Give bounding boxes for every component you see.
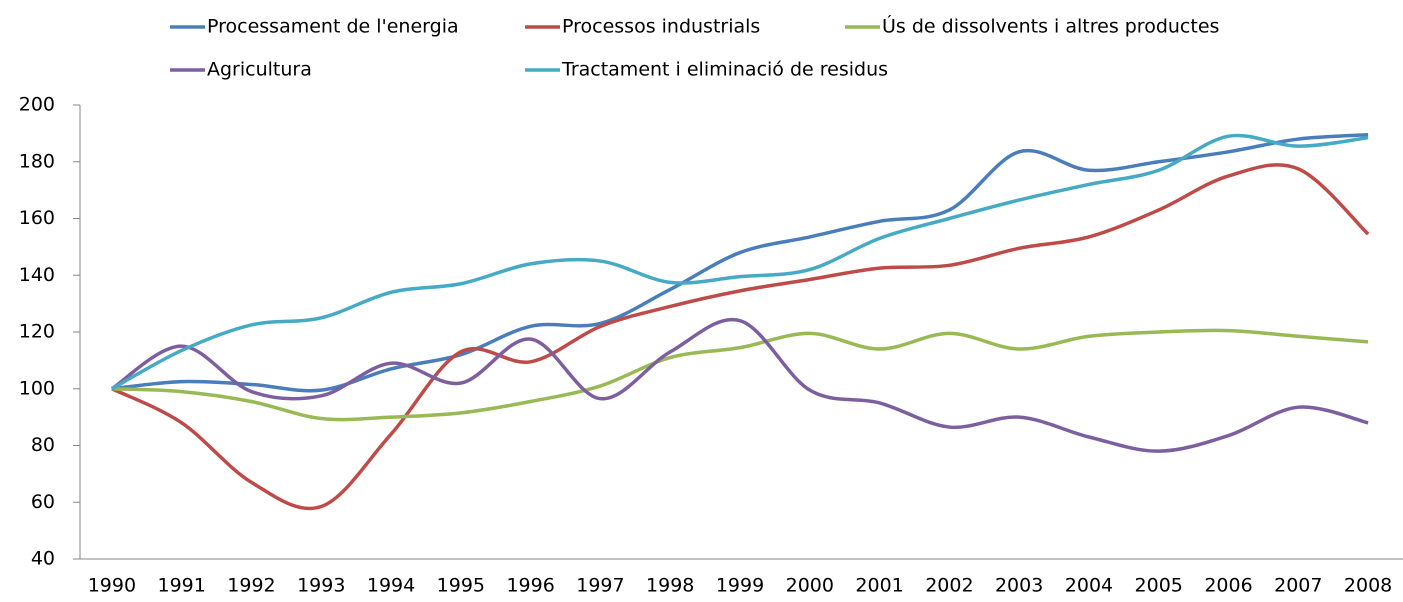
x-tick-label: 1994 xyxy=(367,575,415,597)
y-tick-label: 140 xyxy=(19,264,55,286)
legend-label: Agricultura xyxy=(207,59,312,81)
x-tick-label: 2005 xyxy=(1135,575,1183,597)
legend-label: Processos industrials xyxy=(562,16,760,38)
x-tick-label: 1990 xyxy=(88,575,136,597)
line-series xyxy=(111,133,1369,391)
y-tick-label: 160 xyxy=(19,207,55,229)
line-series xyxy=(111,133,1369,393)
y-tick-label: 100 xyxy=(19,377,55,399)
legend-label: Ús de dissolvents i altres productes xyxy=(882,14,1219,38)
legend-label: Tractament i eliminació de residus xyxy=(561,59,888,81)
x-tick-label: 2004 xyxy=(1065,575,1113,597)
line-series xyxy=(111,163,1370,511)
x-tick-label: 2003 xyxy=(995,575,1043,597)
x-tick-label: 1998 xyxy=(646,575,694,597)
x-tick-label: 1991 xyxy=(158,575,206,597)
x-tick-label: 1996 xyxy=(506,575,554,597)
y-tick-label: 120 xyxy=(19,321,55,343)
x-tick-label: 2002 xyxy=(925,575,973,597)
y-tick-label: 180 xyxy=(19,150,55,172)
y-tick-label: 60 xyxy=(31,491,55,513)
x-tick-label: 1997 xyxy=(576,575,624,597)
line-series xyxy=(111,328,1369,422)
line-series xyxy=(110,317,1369,453)
x-tick-label: 2006 xyxy=(1204,575,1252,597)
x-tick-label: 2007 xyxy=(1274,575,1322,597)
x-tick-label: 2008 xyxy=(1344,575,1392,597)
x-tick-label: 1993 xyxy=(297,575,345,597)
x-tick-label: 1992 xyxy=(227,575,275,597)
y-tick-label: 80 xyxy=(31,434,55,456)
x-tick-label: 2000 xyxy=(786,575,834,597)
legend-label: Processament de l'energia xyxy=(207,16,459,38)
x-tick-label: 1995 xyxy=(437,575,485,597)
x-tick-label: 1999 xyxy=(716,575,764,597)
y-tick-label: 40 xyxy=(31,548,55,570)
y-tick-label: 200 xyxy=(19,94,55,116)
x-tick-label: 2001 xyxy=(855,575,903,597)
